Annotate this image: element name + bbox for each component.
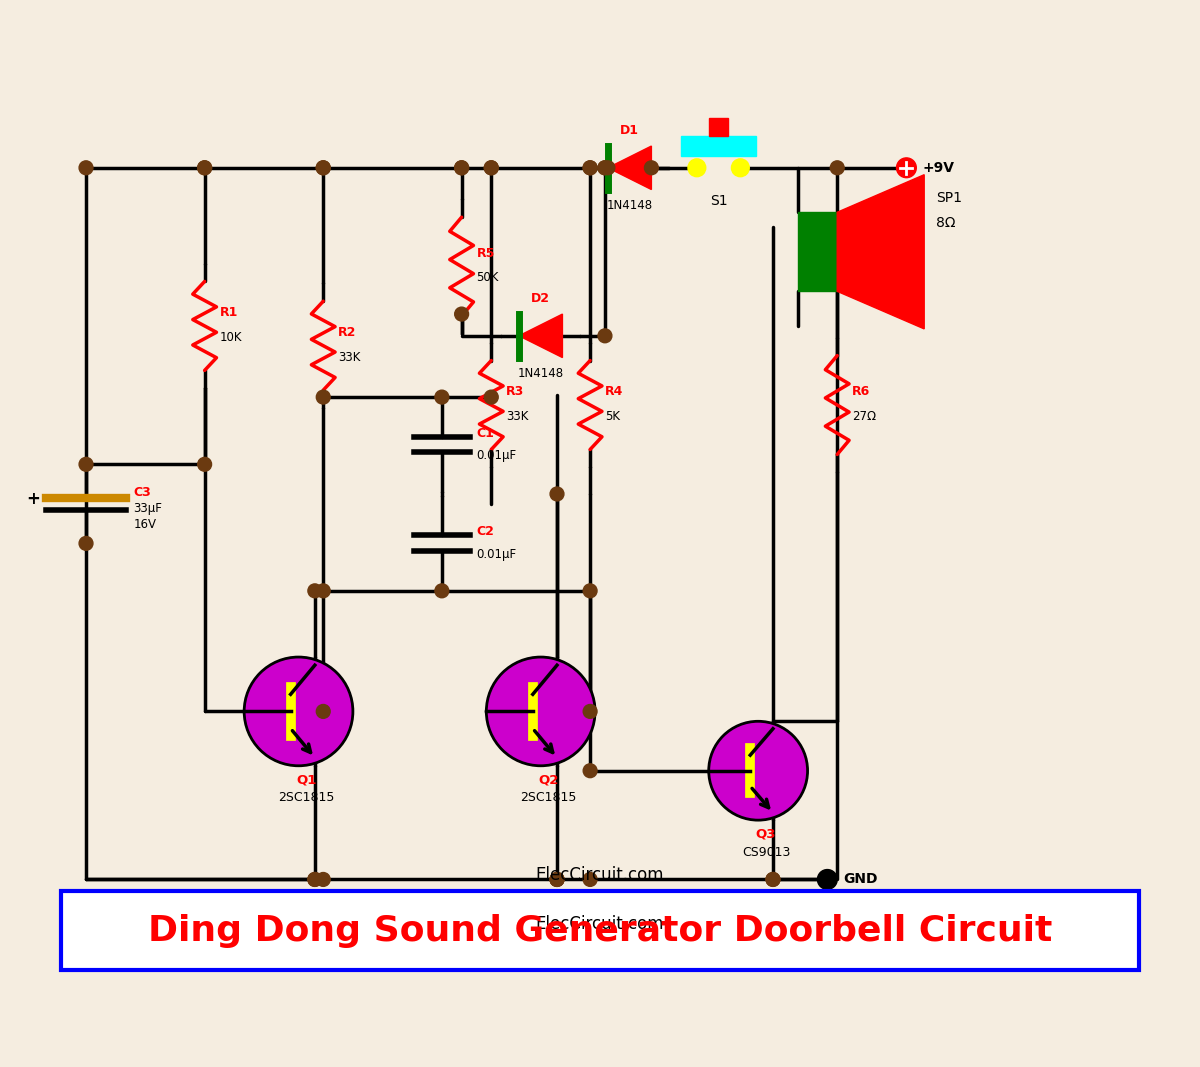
Circle shape [817, 870, 838, 889]
Circle shape [583, 161, 598, 175]
Circle shape [766, 873, 780, 887]
Circle shape [732, 159, 749, 177]
Text: 16V: 16V [133, 517, 156, 530]
Text: 1N4148: 1N4148 [606, 200, 653, 212]
Circle shape [550, 873, 564, 887]
Text: 50K: 50K [476, 271, 499, 285]
Circle shape [709, 721, 808, 821]
Circle shape [317, 873, 330, 887]
Circle shape [434, 391, 449, 404]
Text: Q2: Q2 [539, 774, 559, 786]
Text: 0.01μF: 0.01μF [476, 449, 516, 462]
Text: 33K: 33K [506, 410, 528, 423]
Text: Q1: Q1 [296, 774, 317, 786]
Circle shape [317, 584, 330, 598]
Text: R3: R3 [506, 385, 524, 398]
Circle shape [598, 161, 612, 175]
Polygon shape [838, 175, 924, 329]
Bar [798, 212, 838, 291]
Text: Ding Dong Sound Generator Doorbell Circuit: Ding Dong Sound Generator Doorbell Circu… [148, 913, 1052, 947]
Circle shape [79, 537, 92, 551]
Circle shape [583, 584, 598, 598]
Text: R6: R6 [852, 385, 870, 398]
FancyBboxPatch shape [61, 891, 1139, 970]
Circle shape [308, 873, 322, 887]
Text: 5K: 5K [605, 410, 620, 423]
Circle shape [896, 158, 917, 178]
Text: R2: R2 [338, 325, 356, 339]
Circle shape [598, 329, 612, 343]
Circle shape [198, 458, 211, 472]
Circle shape [317, 161, 330, 175]
Text: D1: D1 [620, 124, 640, 138]
Circle shape [244, 657, 353, 766]
Circle shape [485, 161, 498, 175]
Text: C1: C1 [476, 427, 494, 440]
Text: Q3: Q3 [756, 828, 776, 841]
Circle shape [317, 391, 330, 404]
Text: C2: C2 [476, 525, 494, 539]
Text: 0.01μF: 0.01μF [476, 548, 516, 561]
Circle shape [198, 161, 211, 175]
Circle shape [317, 161, 330, 175]
Circle shape [455, 161, 468, 175]
Circle shape [79, 161, 92, 175]
Text: R1: R1 [220, 306, 238, 319]
Circle shape [198, 161, 211, 175]
Circle shape [486, 657, 595, 766]
Text: C3: C3 [133, 485, 151, 499]
Circle shape [308, 584, 322, 598]
Text: 10K: 10K [220, 331, 242, 344]
Text: SP1: SP1 [936, 191, 962, 205]
Bar [682, 137, 756, 156]
Text: 27Ω: 27Ω [852, 410, 876, 423]
Circle shape [583, 764, 598, 778]
Text: GND: GND [844, 873, 877, 887]
Text: CS9013: CS9013 [742, 846, 791, 859]
Circle shape [79, 458, 92, 472]
Text: 33K: 33K [338, 351, 360, 364]
Circle shape [601, 161, 614, 175]
Circle shape [550, 873, 564, 887]
Polygon shape [518, 314, 563, 357]
Text: S1: S1 [709, 194, 727, 208]
Text: 1N4148: 1N4148 [517, 367, 564, 380]
Text: D2: D2 [532, 292, 550, 305]
Circle shape [550, 487, 564, 500]
Text: +: + [26, 490, 41, 508]
Circle shape [688, 159, 706, 177]
Circle shape [485, 391, 498, 404]
Circle shape [766, 873, 780, 887]
Text: R5: R5 [476, 246, 494, 259]
Text: ElecCircuit.com: ElecCircuit.com [535, 865, 665, 883]
Circle shape [583, 873, 598, 887]
Circle shape [308, 873, 322, 887]
Text: R4: R4 [605, 385, 623, 398]
Circle shape [455, 161, 468, 175]
Circle shape [434, 584, 449, 598]
Circle shape [455, 307, 468, 321]
Text: 33μF: 33μF [133, 501, 162, 514]
Text: ElecCircuit.com: ElecCircuit.com [535, 914, 665, 933]
Circle shape [583, 704, 598, 718]
Circle shape [583, 161, 598, 175]
Circle shape [317, 704, 330, 718]
Text: 8Ω: 8Ω [936, 217, 955, 230]
Circle shape [644, 161, 659, 175]
Circle shape [830, 161, 844, 175]
Circle shape [485, 161, 498, 175]
Text: 2SC1815: 2SC1815 [278, 792, 335, 805]
Text: +9V: +9V [923, 161, 954, 175]
Circle shape [598, 161, 612, 175]
Circle shape [550, 873, 564, 887]
Polygon shape [608, 146, 652, 190]
Bar [709, 118, 728, 137]
Text: 2SC1815: 2SC1815 [521, 792, 577, 805]
